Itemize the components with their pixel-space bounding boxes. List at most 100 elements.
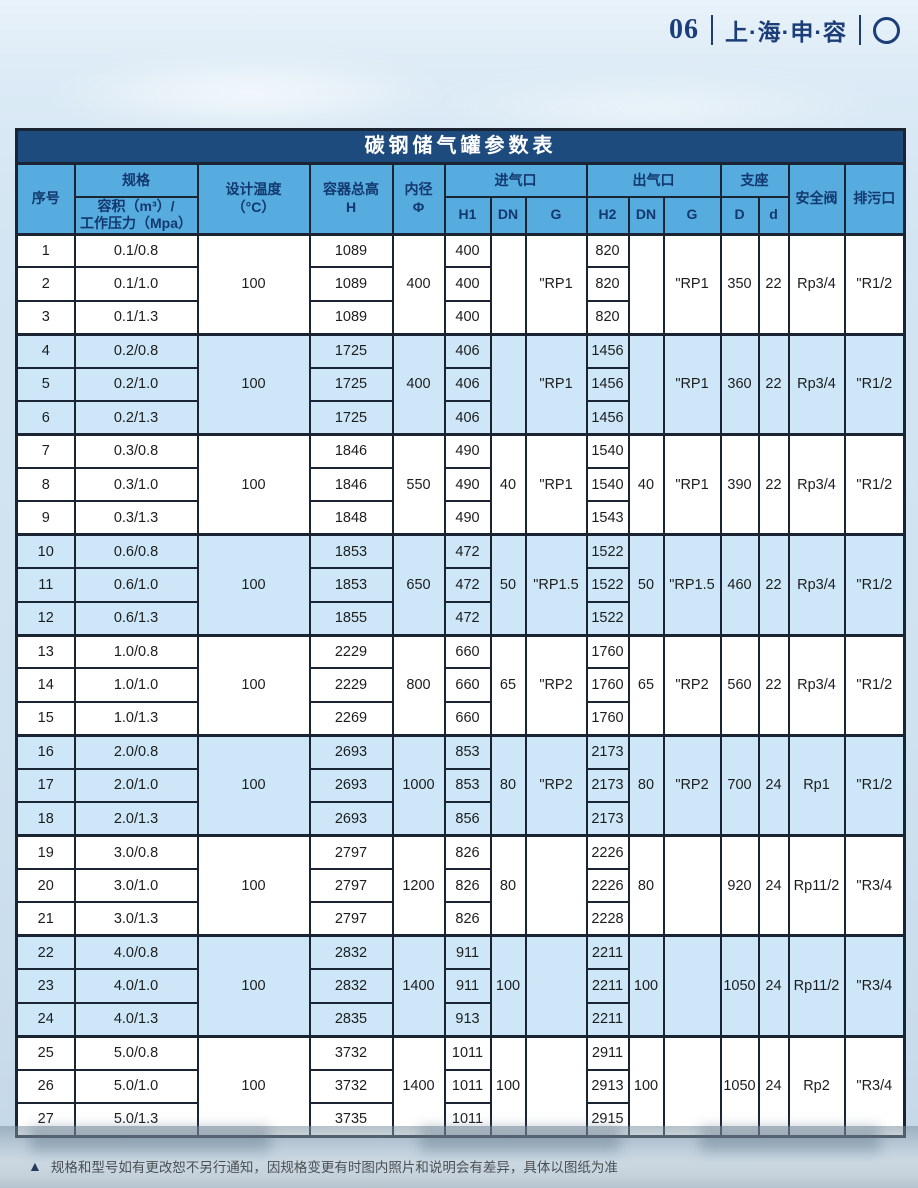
cell-g-out: "RP1 [662, 332, 722, 436]
cell-support-d: 460 [719, 533, 760, 637]
cell-no: 22 [15, 934, 76, 971]
divider [859, 15, 861, 45]
cell-h2: 1540 [585, 433, 630, 469]
cell-h1: 853 [443, 733, 492, 770]
cell-spec: 0.1/1.0 [73, 266, 199, 302]
cell-h2: 2228 [585, 901, 630, 937]
cell-total-height: 1725 [308, 332, 394, 369]
cell-h1: 826 [443, 868, 492, 904]
cell-design-temp: 100 [196, 533, 311, 637]
cell-dn-in [489, 332, 527, 436]
cell-spec: 3.0/1.3 [73, 901, 199, 937]
cell-spec: 0.6/1.3 [73, 600, 199, 637]
cell-dn-in: 80 [489, 733, 527, 837]
cell-spec: 0.2/1.0 [73, 366, 199, 403]
table-row: 22 4.0/0.8 100 2832 1400 911 100 2211 100 1050 24 R… [15, 934, 906, 1038]
cell-no: 21 [15, 901, 76, 937]
table-row: 6 0.2/1.3 1725 406 1456 [15, 400, 905, 436]
cell-total-height: 1089 [308, 299, 394, 336]
table-row: 23 4.0/1.0 2832 911 2211 [15, 968, 905, 1004]
cell-h1: 856 [443, 801, 492, 837]
cell-inner-diameter: 1400 [391, 1034, 446, 1138]
cell-g-out [662, 1034, 722, 1138]
cell-h2: 2211 [585, 968, 630, 1004]
cell-no: 3 [15, 299, 76, 336]
cell-drain: "R1/2 [843, 433, 906, 536]
cell-h1: 400 [443, 299, 492, 336]
cell-total-height: 2693 [308, 801, 394, 837]
brand-name: 上·海·申·容 [725, 19, 847, 45]
cell-inner-diameter: 400 [391, 232, 446, 336]
cell-no: 17 [15, 767, 76, 804]
cell-dn-out: 65 [627, 633, 665, 737]
header-outlet: 出气口 [585, 162, 722, 198]
table-row: 9 0.3/1.3 1848 490 1543 [15, 500, 905, 536]
cell-h2: 820 [585, 232, 630, 269]
cell-total-height: 2835 [308, 1001, 394, 1038]
cell-safety-valve: Rp3/4 [787, 232, 846, 336]
cell-support-d-small: 22 [757, 533, 790, 637]
cell-safety-valve: Rp3/4 [787, 633, 846, 737]
cell-inner-diameter: 1200 [391, 834, 446, 937]
cell-safety-valve: Rp3/4 [787, 332, 846, 436]
cell-g-out: "RP1 [662, 232, 722, 336]
header-d-upper: D [719, 195, 760, 236]
cell-h1: 660 [443, 633, 492, 670]
cell-design-temp: 100 [196, 834, 311, 937]
cell-h2: 1456 [585, 366, 630, 403]
table-title: 碳钢储气罐参数表 [14, 128, 907, 165]
header-safety-valve: 安全阀 [787, 162, 846, 235]
cell-no: 4 [15, 332, 76, 369]
cell-total-height: 1725 [308, 400, 394, 436]
cell-g-out [662, 934, 722, 1038]
cell-total-height: 1725 [308, 366, 394, 403]
footer-note-text: 规格和型号如有更改恕不另行通知，因规格变更有时图内照片和说明会有差异，具体以图纸… [50, 1160, 618, 1175]
cell-design-temp: 100 [196, 733, 311, 837]
spec-table: 碳钢储气罐参数表 序号 规格 设计温度 （°C） 容器总高 H 内径 Φ 进气口… [14, 128, 907, 1138]
cell-h2: 1522 [585, 567, 630, 603]
cell-total-height: 3732 [308, 1068, 394, 1104]
header-h2: H2 [585, 195, 630, 236]
cell-support-d: 560 [719, 633, 760, 737]
table-row: 10 0.6/0.8 100 1853 650 472 50 "RP1.5 1522 50 "RP1… [15, 533, 906, 637]
cell-support-d: 360 [719, 332, 760, 436]
cell-g-in: "RP1 [524, 232, 588, 336]
cell-h1: 660 [443, 700, 492, 737]
cell-no: 15 [15, 700, 76, 737]
cell-h2: 2211 [585, 1001, 630, 1038]
table-row: 8 0.3/1.0 1846 490 1540 [15, 466, 905, 503]
brand-logo-icon [873, 16, 900, 44]
cell-design-temp: 100 [196, 332, 311, 436]
cell-inner-diameter: 1400 [391, 934, 446, 1038]
cell-total-height: 2693 [308, 767, 394, 804]
cell-h2: 2173 [585, 767, 630, 804]
cell-dn-out [627, 332, 665, 436]
cell-drain: "R1/2 [843, 332, 906, 436]
cell-support-d-small: 24 [757, 834, 790, 937]
cell-safety-valve: Rp3/4 [787, 433, 846, 536]
cell-total-height: 1853 [308, 533, 394, 570]
cell-spec: 4.0/1.0 [73, 968, 199, 1004]
cell-g-in: "RP1.5 [524, 533, 588, 637]
cell-g-in [524, 934, 588, 1038]
header-drain: 排污口 [843, 162, 906, 235]
cell-h2: 2173 [585, 733, 630, 770]
cell-spec: 0.3/1.0 [73, 466, 199, 503]
cell-h1: 826 [443, 901, 492, 937]
table-row: 4 0.2/0.8 100 1725 400 406 "RP1 1456 "RP1 360 22 Rp… [15, 332, 906, 436]
header-g-in: G [524, 195, 588, 236]
header-total-height: 容器总高 H [308, 162, 394, 235]
cell-dn-out: 50 [627, 533, 665, 637]
cell-spec: 2.0/0.8 [73, 733, 199, 770]
cell-h2: 2226 [585, 868, 630, 904]
cell-total-height: 2797 [308, 868, 394, 904]
cell-inner-diameter: 650 [391, 533, 446, 637]
cell-support-d-small: 24 [757, 934, 790, 1038]
cell-spec: 5.0/0.8 [73, 1034, 199, 1071]
cell-spec: 2.0/1.0 [73, 767, 199, 804]
cell-dn-out: 40 [627, 433, 665, 536]
cell-total-height: 2269 [308, 700, 394, 737]
cell-g-in [524, 1034, 588, 1138]
cell-dn-in: 65 [489, 633, 527, 737]
